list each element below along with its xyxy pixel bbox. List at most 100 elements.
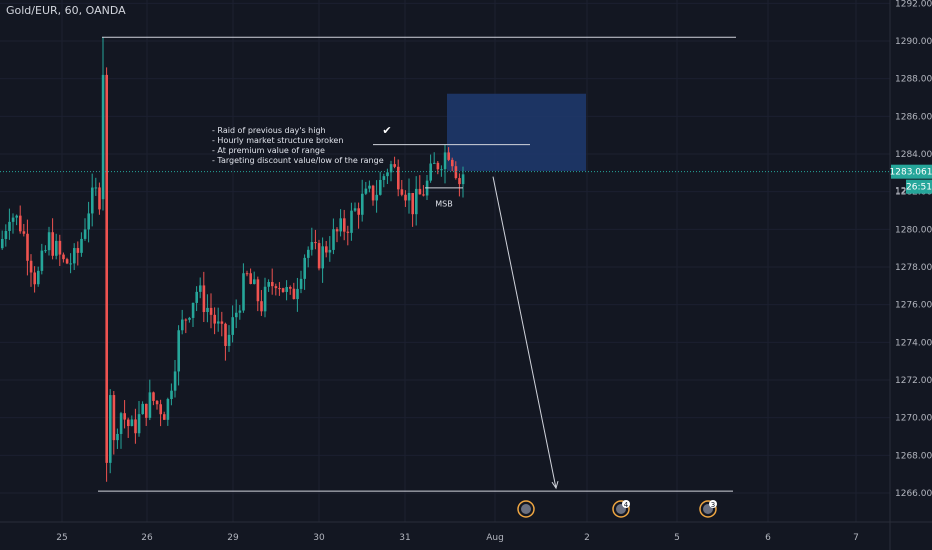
candle-body [4,230,8,240]
candle-body [227,334,231,346]
event-count: 3 [711,501,715,509]
candle-body [379,179,382,195]
candle-body [404,194,407,201]
candle-body [260,301,263,312]
candle-body [400,189,404,195]
candle-body [393,164,396,167]
candle-body [134,419,137,434]
candle-body [389,164,393,173]
candle-body [310,242,314,250]
candle-body [415,188,418,215]
candle-body [22,231,26,234]
candle-body [357,208,360,215]
event-count-badge [622,500,630,508]
candle-body [47,232,51,251]
candle-body [461,174,465,185]
analysis-note-line: - Targeting discount value/low of the ra… [212,156,384,165]
candle-body [242,273,245,311]
candle-body [361,193,364,215]
candle-body [436,162,440,170]
time-tick-label: 5 [674,533,680,543]
price-tick-label: 1268.000 [895,451,932,461]
candle-body [353,208,357,211]
candle-body [105,74,108,463]
candle-body [289,287,292,289]
candle-body [350,210,353,233]
candle-body [217,321,220,324]
candle-body [245,273,249,275]
candle-body [371,185,375,201]
candle-body [44,250,47,252]
price-axis[interactable] [890,0,932,550]
price-tick-label: 1272.000 [895,376,932,386]
candle-body [91,187,94,214]
candle-body [29,260,33,273]
check-icon: ✔ [382,124,391,137]
candle-body [458,178,461,185]
candle-body [73,248,76,264]
candle-body [307,249,310,258]
candle-body [188,317,191,320]
candle-body [447,152,450,160]
candle-body [116,433,119,441]
candle-body [137,414,141,434]
candle-body [292,288,296,300]
time-tick-label: 2 [584,533,590,543]
candle-body [253,279,256,284]
candle-body [55,240,58,256]
candle-body [411,193,414,215]
candle-body [296,288,299,300]
time-tick-label: 30 [313,533,325,543]
candle-body [235,312,238,318]
candle-body [433,162,436,164]
analysis-note: - Raid of previous day's high - Hourly m… [212,126,384,166]
candle-body [40,250,44,271]
price-tick-label: 1288.000 [895,75,932,85]
candle-body [343,218,346,232]
price-tick-label: 1284.000 [895,150,932,160]
price-tick-label: 1276.000 [895,301,932,311]
candle-body [152,392,155,401]
candle-body [454,166,458,179]
candle-body [119,413,123,434]
candle-body [299,278,303,289]
candle-body [80,238,83,253]
candle-body [26,233,29,261]
candle-body [443,152,447,170]
candle-body [314,242,317,244]
msb-label: MSB [435,200,452,209]
candle-body [375,194,378,201]
supply-zone-box[interactable] [447,93,586,171]
candle-body [238,310,242,313]
candle-body [274,286,278,289]
candle-body [127,419,130,427]
price-tick-partial-label: 12 [895,187,906,197]
candle-body [346,231,350,233]
candle-body [256,279,260,302]
candle-body [145,403,148,418]
candle-body [231,317,234,335]
candle-body [83,229,87,239]
countdown-badge [906,179,932,194]
candle-body [224,323,227,346]
candle-body [11,217,15,222]
candle-body [440,169,443,171]
candle-body [325,246,328,253]
time-tick-label: 26 [141,533,153,543]
candle-body [101,74,105,200]
candle-body [173,371,177,391]
candle-body [451,159,454,167]
symbol-title: Gold/EUR, 60, OANDA [6,4,126,17]
price-tick-label: 1290.000 [895,37,932,47]
event-count: 4 [624,501,629,509]
candle-body [199,285,202,292]
candle-body [177,330,180,372]
projection-arrow-line[interactable] [492,176,557,489]
price-tick-label: 1286.000 [895,112,932,122]
candle-body [191,302,195,318]
candle-body [278,288,281,290]
time-tick-label: 7 [853,533,859,543]
candle-body [166,399,170,420]
candle-body [335,229,339,232]
